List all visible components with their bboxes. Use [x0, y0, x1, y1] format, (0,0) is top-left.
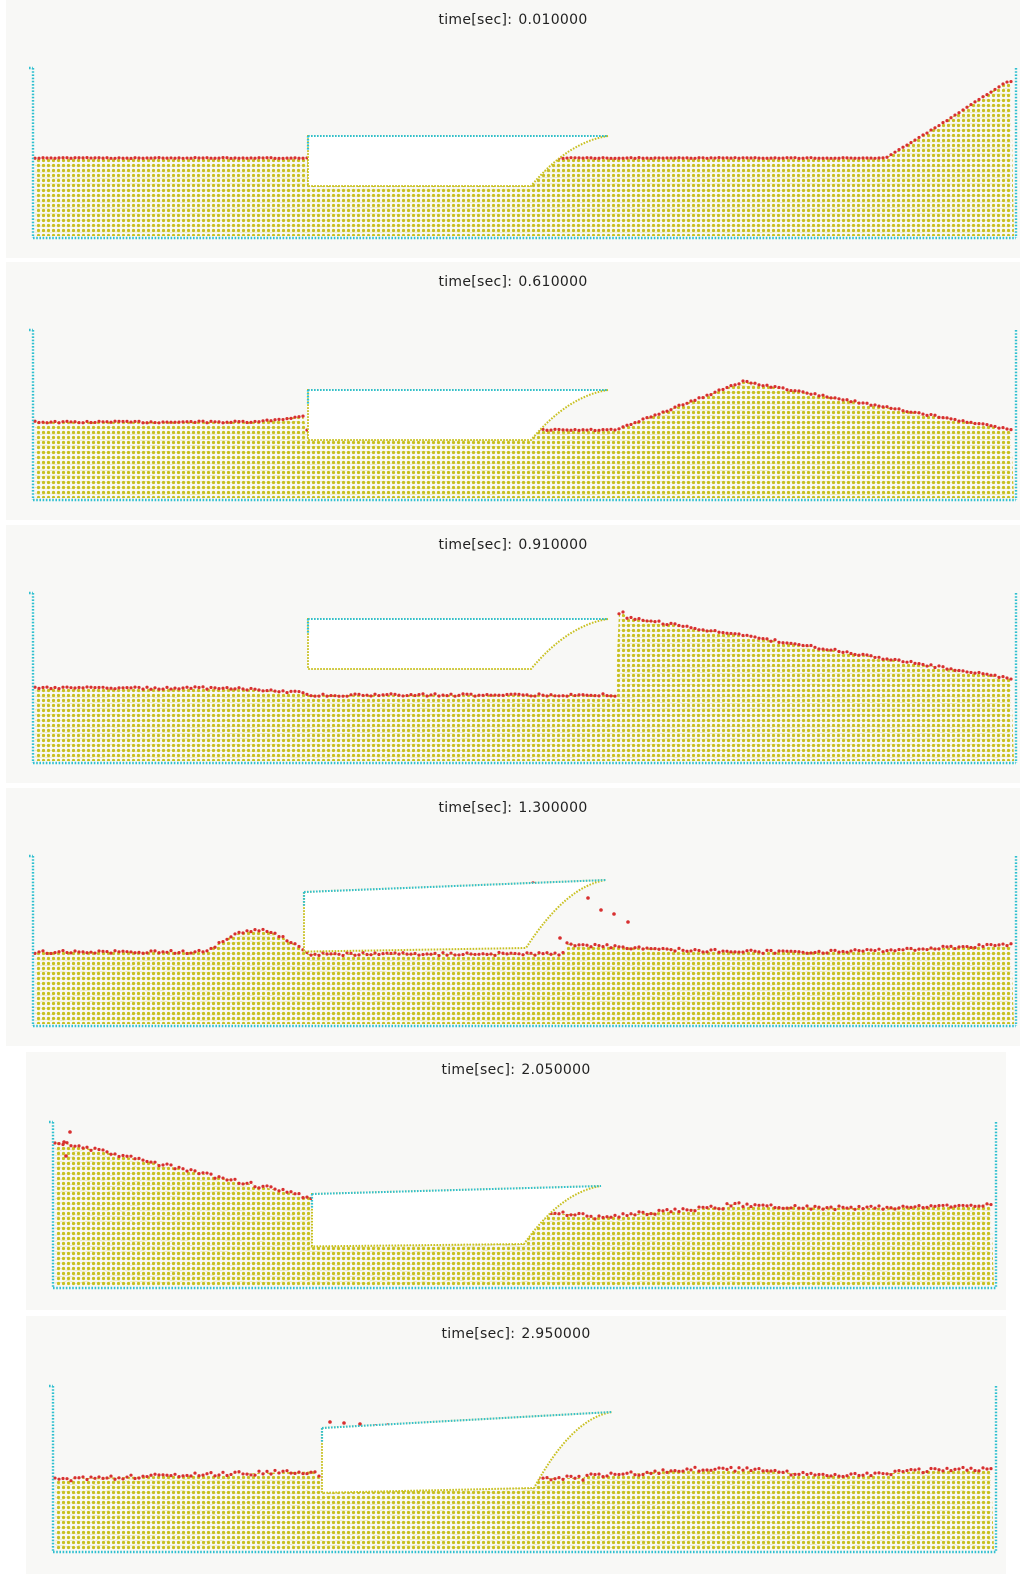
splash-particle — [558, 936, 562, 940]
structure-interior — [312, 1186, 601, 1247]
particle-scene-6 — [49, 1384, 998, 1554]
time-value: 0.910000 — [518, 537, 588, 553]
time-value: 0.010000 — [518, 12, 588, 28]
splash-particle — [62, 1140, 66, 1144]
splash-particle — [586, 896, 590, 900]
structure-deck — [311, 1185, 602, 1195]
structure-deck — [321, 1411, 613, 1429]
time-value: 2.050000 — [521, 1062, 591, 1078]
fluid-particles — [35, 613, 1014, 761]
time-label: time[sec]: — [441, 1062, 516, 1078]
splash-particle — [626, 920, 630, 924]
particle-rows — [34, 385, 1012, 495]
frame-title-3: time[sec]: 0.910000 — [6, 537, 1020, 553]
time-label: time[sec]: — [438, 537, 513, 553]
snapshot-frame-6: time[sec]: 2.950000 — [26, 1316, 1006, 1574]
structure-interior — [322, 1412, 612, 1493]
free-surface-particles — [33, 610, 1013, 698]
splash-particle — [342, 1421, 346, 1425]
frame-title-6: time[sec]: 2.950000 — [26, 1326, 1006, 1342]
time-label: time[sec]: — [441, 1326, 516, 1342]
free-surface-particles — [33, 927, 1013, 958]
time-value: 2.950000 — [521, 1326, 591, 1342]
time-value: 1.300000 — [518, 800, 588, 816]
splash-particle — [68, 1130, 72, 1134]
particle-rows — [34, 618, 1012, 759]
splash-particle — [328, 1420, 332, 1424]
snapshot-frame-5: time[sec]: 2.050000 — [26, 1052, 1006, 1310]
structure-hull — [307, 135, 609, 187]
particle-rows — [54, 1471, 992, 1549]
structure-interior — [308, 136, 608, 186]
structure-interior — [308, 390, 608, 440]
particle-scene-4 — [29, 854, 1018, 1028]
particle-scene-1 — [29, 66, 1018, 240]
fluid-particles — [55, 1469, 994, 1550]
particle-scene-5 — [49, 1120, 998, 1290]
tank-walls — [49, 1120, 998, 1290]
tank-walls — [29, 591, 1018, 765]
snapshot-frame-1: time[sec]: 0.010000 — [6, 0, 1020, 258]
splash-particle — [64, 1154, 68, 1158]
particle-rows — [34, 934, 1012, 1022]
structure-hull — [307, 389, 609, 441]
particle-scene-2 — [29, 328, 1018, 502]
fluid-particles — [55, 1141, 994, 1286]
structure-deck — [303, 879, 607, 893]
snapshot-frame-3: time[sec]: 0.910000 — [6, 525, 1020, 783]
tank-walls — [29, 854, 1018, 1028]
splash-particle — [599, 908, 603, 912]
structure-hull — [307, 618, 609, 670]
fluid-particles — [35, 930, 1014, 1024]
structure-interior — [308, 619, 608, 669]
splash-particle — [612, 912, 616, 916]
particle-scene-3 — [29, 591, 1018, 765]
time-label: time[sec]: — [438, 12, 513, 28]
time-label: time[sec]: — [438, 800, 513, 816]
frame-title-4: time[sec]: 1.300000 — [6, 800, 1020, 816]
frame-title-2: time[sec]: 0.610000 — [6, 274, 1020, 290]
frame-title-1: time[sec]: 0.010000 — [6, 12, 1020, 28]
structure-interior — [304, 880, 606, 952]
tank-walls — [49, 1384, 998, 1554]
frame-title-5: time[sec]: 2.050000 — [26, 1062, 1006, 1078]
snapshot-frame-4: time[sec]: 1.300000 — [6, 788, 1020, 1046]
tank-walls — [29, 328, 1018, 502]
tank-walls — [29, 66, 1018, 240]
time-value: 0.610000 — [518, 274, 588, 290]
snapshot-frame-2: time[sec]: 0.610000 — [6, 262, 1020, 520]
structure-hull — [311, 1185, 602, 1248]
time-label: time[sec]: — [438, 274, 513, 290]
